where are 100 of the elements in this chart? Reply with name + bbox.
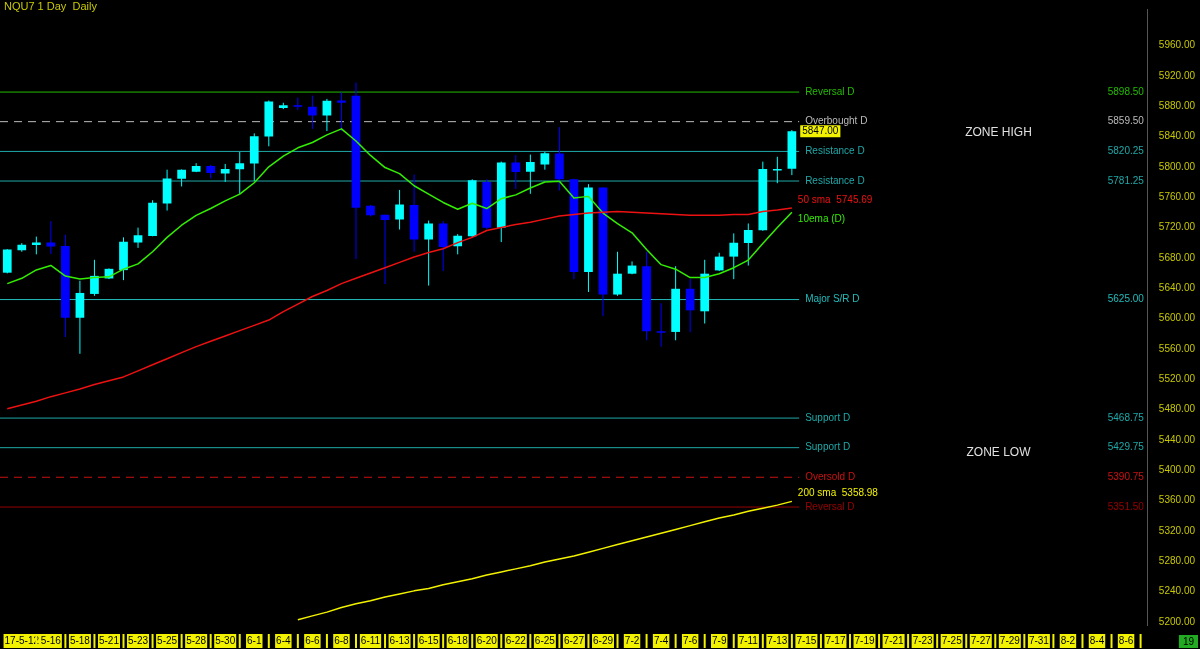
y-tick-label: 5600.00: [1158, 312, 1196, 324]
candlestick: [729, 232, 739, 280]
ref-line-label: Reversal D: [805, 500, 855, 512]
y-tick-label: 5720.00: [1158, 221, 1196, 233]
x-tick-label: 6-29: [592, 634, 614, 646]
y-tick-label: 5240.00: [1158, 585, 1196, 597]
x-tick-label: 5-16: [40, 634, 62, 646]
x-tick-label: 5-18: [69, 634, 91, 646]
x-tick-label: 6-18: [447, 634, 469, 646]
candlestick: [714, 252, 724, 272]
x-tick-label: 7-19: [854, 634, 875, 646]
x-tick-label: 8-2: [1060, 634, 1076, 646]
candlestick: [235, 151, 245, 195]
annotation: 5390.75: [1107, 471, 1145, 483]
annotation: ZONE HIGH: [965, 124, 1032, 139]
x-tick-label: 6-25: [534, 634, 556, 646]
candlestick: [656, 302, 666, 348]
candlestick: [337, 91, 346, 132]
x-tick-label: 8-4: [1089, 634, 1105, 646]
series-label: 10ema (D): [797, 213, 846, 225]
y-tick-label: 5760.00: [1158, 190, 1196, 202]
ref-line-label: Resistance D: [805, 145, 865, 157]
candlestick: [308, 95, 317, 130]
x-tick-label: 6-15: [418, 634, 440, 646]
ref-line-label: Reversal D: [805, 85, 855, 97]
y-tick-label: 5800.00: [1158, 160, 1196, 172]
x-tick-label: 5-21: [98, 634, 120, 646]
annotation: 5820.25: [1107, 145, 1145, 157]
x-tick-label: 7-25: [941, 634, 963, 646]
x-tick-label: 7-29: [999, 634, 1021, 646]
y-tick-label: 5200.00: [1158, 615, 1196, 627]
x-tick-label: 17-5-12: [4, 634, 40, 646]
y-tick-label: 5520.00: [1158, 372, 1196, 384]
x-tick-label: 7-9: [712, 634, 727, 646]
candlestick: [46, 220, 56, 255]
y-tick-label: 5920.00: [1158, 69, 1196, 81]
text: 200 sma 5358.98: [797, 487, 878, 499]
x-tick-label: 7-2: [624, 634, 640, 646]
candlestick: [525, 154, 535, 195]
x-tick-label: 6-1: [247, 634, 262, 646]
ref-line-label: Resistance D: [805, 174, 865, 186]
x-tick-label: 7-13: [767, 634, 788, 646]
candlestick: [322, 98, 332, 132]
y-tick-label: 5560.00: [1158, 342, 1196, 354]
x-tick-label: 5-23: [128, 634, 149, 646]
candlestick: [293, 97, 303, 111]
x-tick-label: 6-11: [360, 634, 381, 646]
x-tick-label: 6-4: [276, 634, 291, 646]
annotation: 5625.00: [1107, 293, 1145, 305]
y-tick-label: 5640.00: [1158, 281, 1196, 293]
candlestick: [685, 278, 695, 333]
annotation: 5351.50: [1107, 500, 1145, 512]
y-tick-label: 5840.00: [1158, 130, 1196, 142]
annotation: 5468.75: [1107, 411, 1145, 423]
x-tick-label: 7-23: [912, 634, 934, 646]
text: 50 sma 5745.69: [797, 193, 873, 205]
y-tick-label: 5880.00: [1158, 99, 1196, 111]
x-tick-label: 7-15: [796, 634, 817, 646]
candlestick: [613, 251, 622, 297]
ref-line-label: Support D: [805, 411, 851, 423]
ref-line-label: Major S/R D: [805, 293, 860, 305]
y-tick-label: 5680.00: [1158, 251, 1196, 263]
y-tick-label: 5480.00: [1158, 403, 1196, 415]
candlestick: [772, 156, 782, 184]
annotation: 5781.25: [1107, 174, 1145, 186]
x-tick-label: 6-22: [505, 634, 527, 646]
y-tick-label: 5360.00: [1158, 494, 1196, 506]
candlestick: [511, 154, 521, 190]
x-tick-label: 6-13: [389, 634, 411, 646]
ref-line-label: Support D: [805, 441, 851, 453]
x-tick-label: 7-4: [653, 634, 669, 646]
ref-line-label: Overbought D: [805, 115, 868, 127]
candlestick: [90, 259, 99, 297]
y-tick-label: 5960.00: [1158, 39, 1196, 51]
x-tick-label: 5-28: [186, 634, 207, 646]
candlestick: [395, 189, 404, 231]
text: 19: [1182, 635, 1195, 647]
y-tick-label: 5440.00: [1158, 433, 1196, 445]
annotation: 5429.75: [1107, 441, 1145, 453]
y-tick-label: 5280.00: [1158, 555, 1196, 567]
x-tick-label: 7-31: [1028, 634, 1050, 646]
candlestick: [2, 248, 12, 274]
candlestick: [743, 222, 753, 267]
chart-title: NQU7 1 Day Daily: [4, 0, 98, 12]
y-tick-label: 5320.00: [1158, 524, 1196, 536]
x-tick-label: 6-8: [334, 634, 350, 646]
x-tick-label: 7-27: [970, 634, 992, 646]
text: 5847.00: [802, 124, 839, 136]
y-tick-label: 5400.00: [1158, 463, 1196, 475]
candlestick: [133, 227, 143, 249]
x-tick-label: 8-6: [1118, 634, 1134, 646]
x-tick-label: 7-21: [883, 634, 905, 646]
x-tick-label: 7-17: [825, 634, 846, 646]
annotation: ZONE LOW: [966, 444, 1032, 459]
x-tick-label: 5-25: [157, 634, 178, 646]
x-tick-label: 6-20: [476, 634, 498, 646]
candlestick: [438, 220, 448, 272]
x-tick-label: 7-11: [738, 634, 759, 646]
annotation: 5898.50: [1107, 85, 1145, 97]
ref-line-label: Oversold D: [805, 471, 856, 483]
